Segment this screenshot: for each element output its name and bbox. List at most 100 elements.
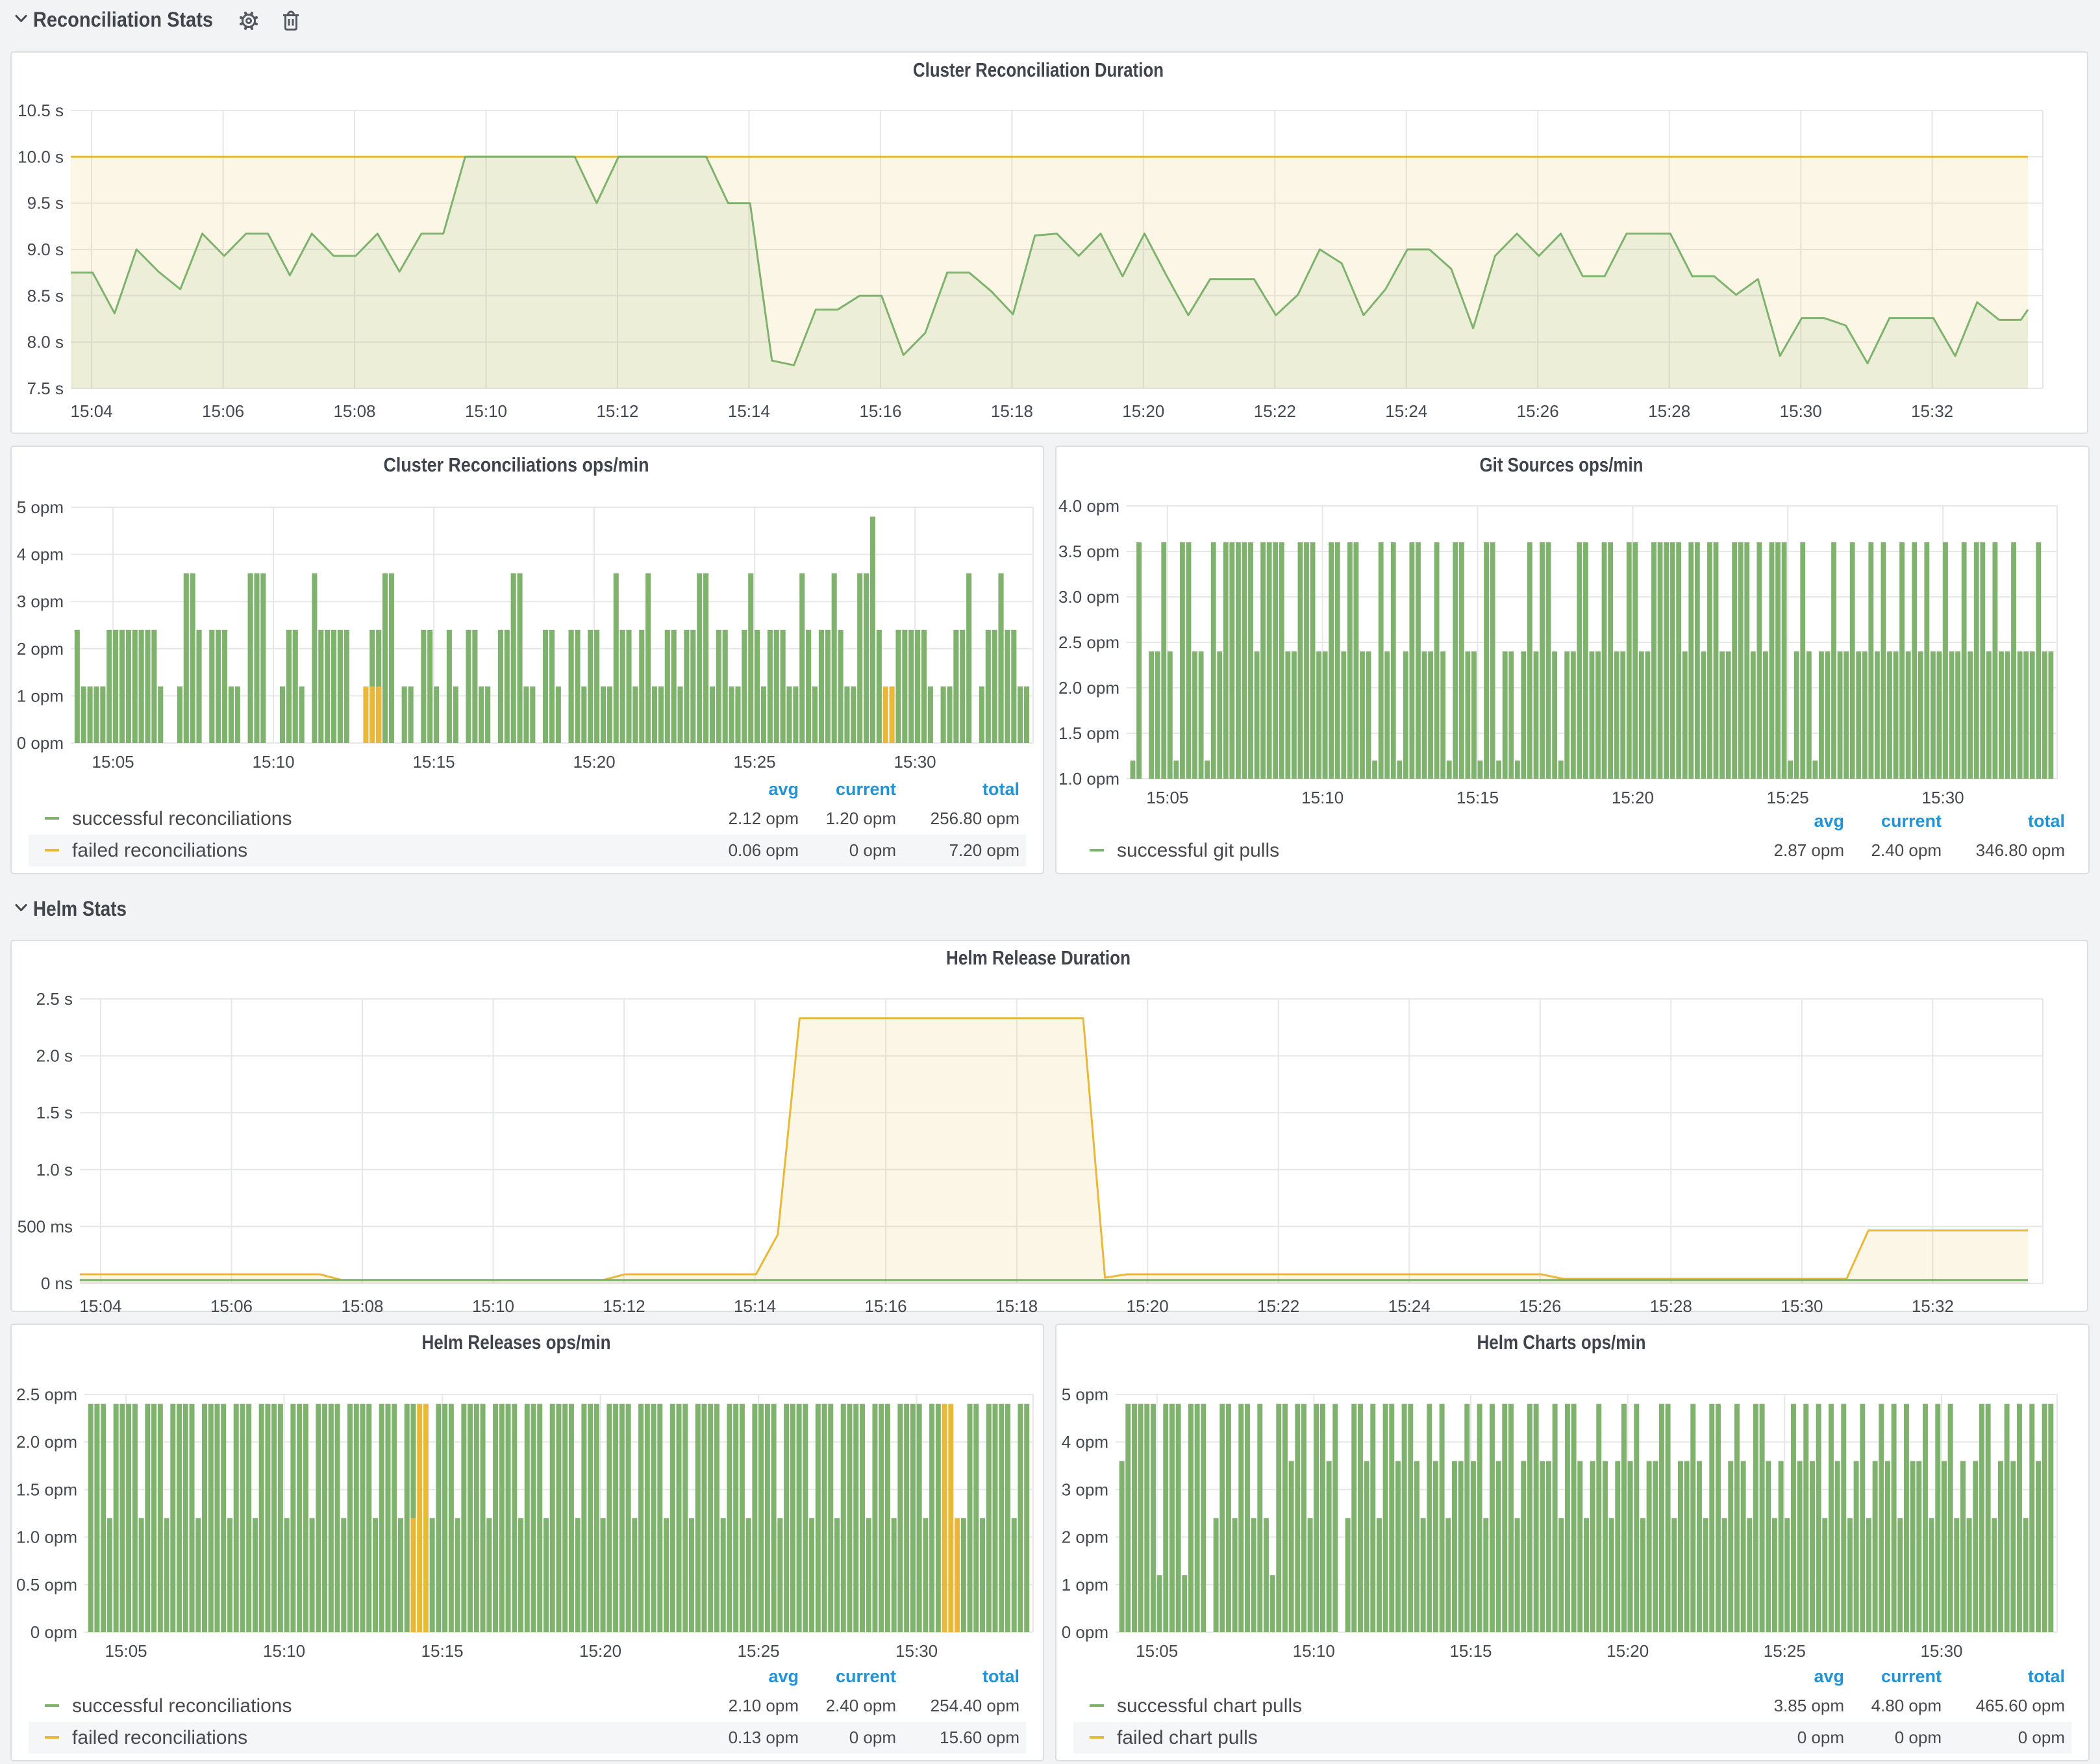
svg-text:15:10: 15:10 bbox=[253, 752, 295, 772]
svg-text:4.80 opm: 4.80 opm bbox=[1871, 1696, 1942, 1715]
svg-text:total: total bbox=[2028, 1667, 2065, 1686]
svg-text:15:05: 15:05 bbox=[105, 1641, 147, 1661]
svg-text:15:10: 15:10 bbox=[472, 1296, 514, 1316]
svg-text:8.5 s: 8.5 s bbox=[27, 286, 64, 305]
svg-text:successful reconciliations: successful reconciliations bbox=[72, 1695, 292, 1717]
svg-text:15:25: 15:25 bbox=[1764, 1641, 1806, 1661]
svg-text:total: total bbox=[2028, 811, 2065, 831]
svg-text:2.0 opm: 2.0 opm bbox=[1058, 678, 1119, 698]
svg-text:15:15: 15:15 bbox=[1456, 788, 1499, 807]
svg-text:avg: avg bbox=[1814, 1667, 1844, 1686]
svg-text:Helm Releases ops/min: Helm Releases ops/min bbox=[422, 1331, 611, 1354]
svg-text:0 opm: 0 opm bbox=[17, 733, 64, 753]
svg-text:15:10: 15:10 bbox=[1293, 1641, 1335, 1661]
svg-text:15:26: 15:26 bbox=[1519, 1296, 1561, 1316]
svg-text:0 opm: 0 opm bbox=[1797, 1728, 1844, 1747]
svg-text:Helm Charts ops/min: Helm Charts ops/min bbox=[1477, 1331, 1646, 1354]
svg-text:346.80 opm: 346.80 opm bbox=[1976, 840, 2065, 860]
svg-text:15:32: 15:32 bbox=[1912, 1296, 1954, 1316]
svg-text:successful git pulls: successful git pulls bbox=[1117, 840, 1279, 861]
svg-text:0.5 opm: 0.5 opm bbox=[16, 1575, 77, 1594]
svg-text:0 ns: 0 ns bbox=[41, 1274, 73, 1293]
svg-text:15:28: 15:28 bbox=[1650, 1296, 1692, 1316]
svg-text:7.5 s: 7.5 s bbox=[27, 379, 64, 398]
svg-text:0 opm: 0 opm bbox=[849, 1728, 896, 1747]
svg-text:1.5 s: 1.5 s bbox=[36, 1103, 73, 1122]
svg-text:current: current bbox=[1881, 811, 1942, 831]
svg-text:15:05: 15:05 bbox=[1136, 1641, 1178, 1661]
svg-text:failed reconciliations: failed reconciliations bbox=[72, 840, 247, 861]
svg-text:15:14: 15:14 bbox=[734, 1296, 776, 1316]
svg-text:15:15: 15:15 bbox=[421, 1641, 464, 1661]
svg-text:avg: avg bbox=[768, 1667, 799, 1686]
svg-text:15:20: 15:20 bbox=[573, 752, 616, 772]
svg-text:15:08: 15:08 bbox=[341, 1296, 383, 1316]
svg-text:500 ms: 500 ms bbox=[18, 1216, 73, 1236]
svg-text:3.5 opm: 3.5 opm bbox=[1058, 542, 1119, 561]
svg-text:1.5 opm: 1.5 opm bbox=[1058, 724, 1119, 743]
svg-text:15:20: 15:20 bbox=[1127, 1296, 1169, 1316]
svg-text:3 opm: 3 opm bbox=[1062, 1480, 1108, 1499]
svg-text:0 opm: 0 opm bbox=[2018, 1728, 2065, 1747]
svg-text:254.40 opm: 254.40 opm bbox=[931, 1696, 1019, 1715]
svg-text:current: current bbox=[1881, 1667, 1942, 1686]
svg-text:0 opm: 0 opm bbox=[31, 1622, 77, 1642]
svg-text:15:05: 15:05 bbox=[92, 752, 134, 772]
svg-text:3.85 opm: 3.85 opm bbox=[1774, 1696, 1844, 1715]
svg-text:15:25: 15:25 bbox=[738, 1641, 780, 1661]
svg-text:9.5 s: 9.5 s bbox=[27, 194, 64, 213]
svg-text:2.5 opm: 2.5 opm bbox=[1058, 633, 1119, 652]
svg-text:2 opm: 2 opm bbox=[17, 639, 64, 659]
svg-text:3 opm: 3 opm bbox=[17, 592, 64, 611]
svg-text:9.0 s: 9.0 s bbox=[27, 240, 64, 259]
svg-text:1 opm: 1 opm bbox=[17, 686, 64, 705]
svg-text:2.5 opm: 2.5 opm bbox=[16, 1385, 77, 1404]
svg-text:2.40 opm: 2.40 opm bbox=[826, 1696, 896, 1715]
svg-text:1.20 opm: 1.20 opm bbox=[826, 809, 896, 828]
svg-text:15:30: 15:30 bbox=[1922, 788, 1964, 807]
svg-text:Helm Stats: Helm Stats bbox=[33, 897, 127, 920]
svg-text:15:16: 15:16 bbox=[865, 1296, 907, 1316]
svg-text:0 opm: 0 opm bbox=[1062, 1622, 1108, 1642]
svg-text:Git Sources ops/min: Git Sources ops/min bbox=[1480, 453, 1644, 476]
svg-text:1.0 opm: 1.0 opm bbox=[1058, 769, 1119, 788]
svg-text:4 opm: 4 opm bbox=[17, 545, 64, 564]
svg-text:1.5 opm: 1.5 opm bbox=[16, 1480, 77, 1499]
svg-text:15:32: 15:32 bbox=[1911, 401, 1953, 421]
svg-text:15:25: 15:25 bbox=[1767, 788, 1809, 807]
svg-text:15:05: 15:05 bbox=[1146, 788, 1188, 807]
svg-text:15:06: 15:06 bbox=[202, 401, 244, 421]
svg-text:15:04: 15:04 bbox=[79, 1296, 121, 1316]
svg-text:15:18: 15:18 bbox=[995, 1296, 1038, 1316]
svg-text:current: current bbox=[836, 1667, 896, 1686]
svg-text:avg: avg bbox=[768, 779, 799, 799]
svg-text:0.06 opm: 0.06 opm bbox=[729, 840, 799, 860]
svg-text:15:22: 15:22 bbox=[1254, 401, 1296, 421]
svg-text:15:30: 15:30 bbox=[894, 752, 936, 772]
svg-text:15:24: 15:24 bbox=[1385, 401, 1427, 421]
svg-text:15:24: 15:24 bbox=[1388, 1296, 1431, 1316]
svg-text:2.10 opm: 2.10 opm bbox=[729, 1696, 799, 1715]
svg-text:0.13 opm: 0.13 opm bbox=[729, 1728, 799, 1747]
svg-text:256.80 opm: 256.80 opm bbox=[931, 809, 1019, 828]
svg-text:465.60 opm: 465.60 opm bbox=[1976, 1696, 2065, 1715]
svg-text:15:26: 15:26 bbox=[1517, 401, 1559, 421]
svg-text:1 opm: 1 opm bbox=[1062, 1575, 1108, 1594]
svg-text:5 opm: 5 opm bbox=[1062, 1385, 1108, 1404]
svg-text:7.20 opm: 7.20 opm bbox=[949, 840, 1019, 860]
svg-text:15:08: 15:08 bbox=[333, 401, 375, 421]
svg-text:failed reconciliations: failed reconciliations bbox=[72, 1727, 247, 1748]
svg-text:15.60 opm: 15.60 opm bbox=[940, 1728, 1019, 1747]
svg-text:15:15: 15:15 bbox=[413, 752, 455, 772]
svg-text:0 opm: 0 opm bbox=[849, 840, 896, 860]
svg-text:15:20: 15:20 bbox=[1606, 1641, 1649, 1661]
svg-text:2.0 s: 2.0 s bbox=[36, 1046, 73, 1066]
svg-text:successful reconciliations: successful reconciliations bbox=[72, 808, 292, 829]
svg-text:4 opm: 4 opm bbox=[1062, 1432, 1108, 1452]
svg-text:15:20: 15:20 bbox=[1122, 401, 1164, 421]
svg-text:15:30: 15:30 bbox=[1781, 1296, 1823, 1316]
svg-text:current: current bbox=[836, 779, 896, 799]
svg-text:0 opm: 0 opm bbox=[1895, 1728, 1942, 1747]
svg-text:2.40 opm: 2.40 opm bbox=[1871, 840, 1942, 860]
svg-text:8.0 s: 8.0 s bbox=[27, 333, 64, 352]
